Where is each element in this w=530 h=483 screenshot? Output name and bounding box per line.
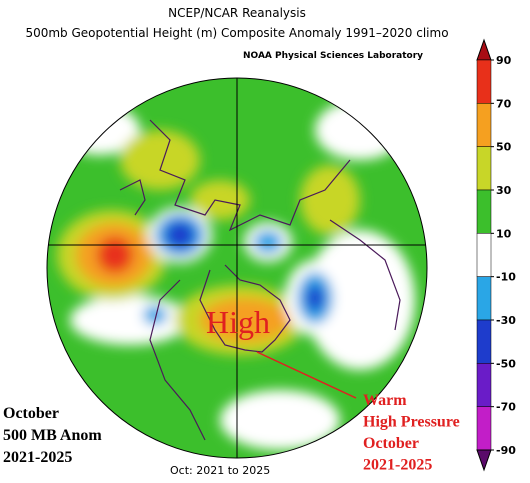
colorbar-segment xyxy=(476,276,492,321)
colorbar-tick-label: 70 xyxy=(496,97,512,110)
colorbar-segment xyxy=(476,233,492,277)
map-border xyxy=(46,77,428,459)
source: NOAA Physical Sciences Laboratory xyxy=(243,51,423,61)
colorbar-tick-label: 50 xyxy=(496,141,512,154)
note-left: 500 MB Anom xyxy=(3,427,102,444)
pointer-line xyxy=(256,351,357,399)
colorbar-segment xyxy=(476,319,492,364)
note-right: High Pressure xyxy=(363,414,460,431)
note-right: 2021-2025 xyxy=(363,457,432,474)
colorbar-segment xyxy=(476,59,492,104)
colorbar-extension xyxy=(476,38,492,61)
colorbar-tick-label: -90 xyxy=(496,444,516,457)
map-annotation: High xyxy=(206,304,270,340)
colorbar-segment xyxy=(476,146,492,191)
colorbar-tick-label: 10 xyxy=(496,227,512,240)
colorbar-tick-label: -30 xyxy=(496,314,516,327)
note-left: 2021-2025 xyxy=(3,449,72,466)
anomaly-field xyxy=(57,100,415,450)
colorbar-tick-label: -70 xyxy=(496,401,516,414)
title: NCEP/NCAR Reanalysis xyxy=(168,6,306,20)
subtitle: 500mb Geopotential Height (m) Composite … xyxy=(25,26,448,40)
map xyxy=(47,78,427,458)
colorbar-segment xyxy=(476,103,492,147)
colorbar-tick-label: 30 xyxy=(496,184,512,197)
colorbar-tick-label: 90 xyxy=(496,54,512,67)
colorbar-segment xyxy=(476,189,492,234)
colorbar-segment xyxy=(476,363,492,407)
colorbar-tick-label: -50 xyxy=(496,357,516,370)
period: Oct: 2021 to 2025 xyxy=(170,464,270,477)
note-right: Warm xyxy=(363,392,407,409)
note-left: October xyxy=(3,405,59,422)
colorbar-segment xyxy=(476,406,492,451)
coastlines xyxy=(119,119,401,441)
colorbar: 90 70 50 30 10 -10 -30 -50 -70 -90 xyxy=(476,38,516,472)
note-right: October xyxy=(363,435,419,452)
colorbar-extension xyxy=(476,449,492,472)
notes: October 500 MB Anom 2021-2025 Warm High Pres… xyxy=(3,392,460,474)
colorbar-tick-label: -10 xyxy=(496,271,516,284)
